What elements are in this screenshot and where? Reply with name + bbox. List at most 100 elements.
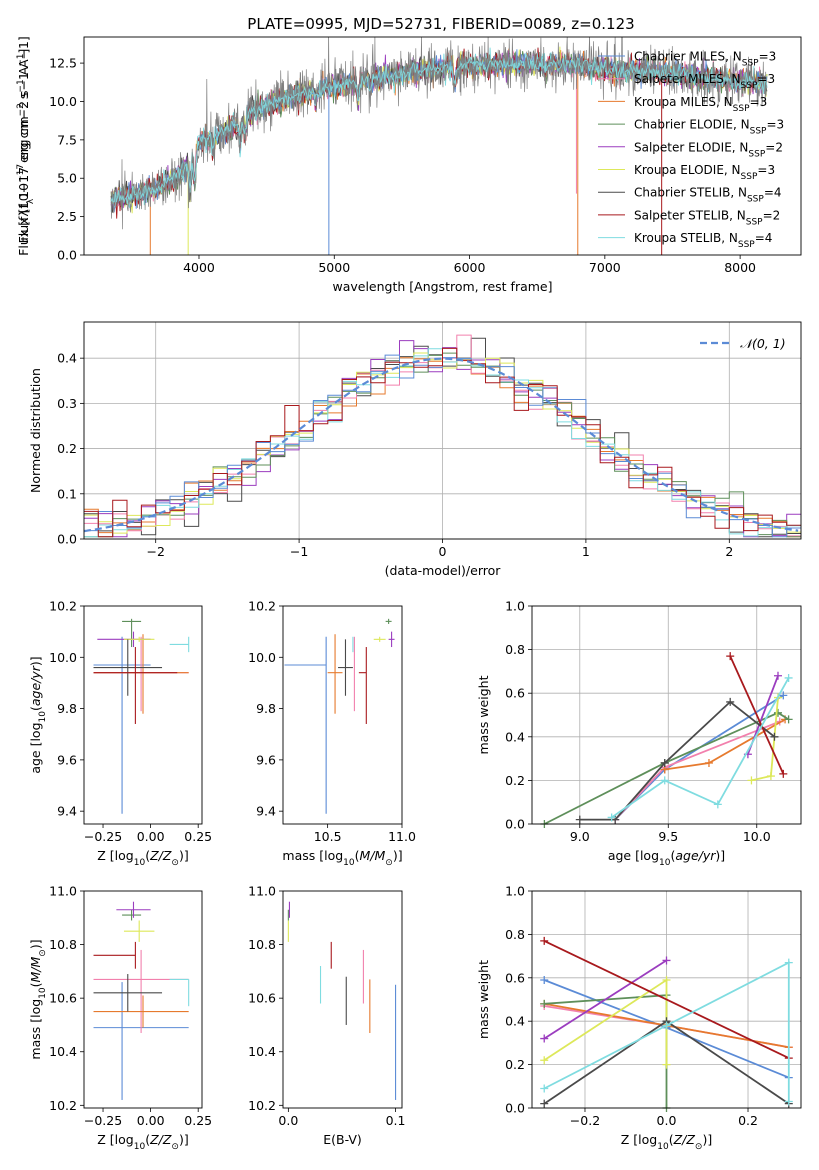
legend-label: Chabrier MILES, NSSP=3 xyxy=(634,50,776,69)
y-tick-label: 0.2 xyxy=(57,441,77,456)
y-tick-label: 0.8 xyxy=(505,927,525,942)
y-tick-label: 0.0 xyxy=(57,532,77,547)
y-axis-label: Normed distribution xyxy=(28,368,43,493)
weight-marker xyxy=(540,936,549,945)
x-tick-label: 9.0 xyxy=(570,829,590,844)
y-axis-label: mass weight xyxy=(476,960,491,1039)
spectrum-legend: Chabrier MILES, NSSP=3 Salpeter MILES, NS… xyxy=(598,50,784,250)
observed-spectrum-line xyxy=(110,37,768,230)
normal-curve xyxy=(83,357,799,533)
y-tick-label: 1.0 xyxy=(505,599,525,614)
y-axis-label: mass [log10(M/M⊙)] xyxy=(28,939,48,1059)
residual-histogram-panel: −2 −1 0 1 2 0.0 0.1 0.2 0.3 0.4 (data-model)/error… xyxy=(28,321,802,578)
y-axis-label: mass weight xyxy=(476,675,491,754)
y-tick-label: 10.2 xyxy=(49,1098,77,1113)
x-tick-label: 0.2 xyxy=(738,1113,758,1128)
y-tick-label: 0.6 xyxy=(505,686,525,701)
weight-marker xyxy=(784,673,793,682)
x-axis-label: mass [log10(M/M⊙)] xyxy=(282,848,402,868)
model-spectrum-line xyxy=(110,52,768,204)
x-tick-label: 8000 xyxy=(724,260,756,275)
weight-marker xyxy=(660,758,669,767)
y-tick-label: 10.2 xyxy=(248,1098,276,1113)
legend-label: Chabrier STELIB, NSSP=4 xyxy=(634,186,782,205)
y-tick-label: 10.6 xyxy=(49,991,77,1006)
y-tick-label: 0.0 xyxy=(57,248,77,263)
weight-line xyxy=(611,677,790,819)
mass-vs-metallicity-panel: −0.25 0.00 0.25 10.2 10.4 10.6 10.8 11.0 Z [log1… xyxy=(28,884,212,1153)
axes-frame xyxy=(83,890,203,1109)
y-tick-label: 12.5 xyxy=(49,56,77,71)
weight-marker xyxy=(726,697,735,706)
x-tick-label: 0.25 xyxy=(184,829,212,844)
y-tick-label: 9.8 xyxy=(256,701,276,716)
y-tick-label: 9.4 xyxy=(256,804,276,819)
x-tick-label: −0.25 xyxy=(84,1113,122,1128)
weight-marker xyxy=(660,776,669,785)
y-tick-label: 0.4 xyxy=(505,729,525,744)
y-tick-label: 0.0 xyxy=(505,817,525,832)
y-tick-label: 7.5 xyxy=(57,132,77,147)
axes-frame xyxy=(83,321,802,540)
legend-label: Kroupa ELODIE, NSSP=3 xyxy=(634,163,775,182)
figure-title: PLATE=0995, MJD=52731, FIBERID=0089, z=0… xyxy=(247,15,634,33)
y-tick-label: 1.0 xyxy=(505,884,525,899)
y-tick-label: 10.6 xyxy=(248,991,276,1006)
y-tick-label: 10.0 xyxy=(49,94,77,109)
x-tick-label: 9.5 xyxy=(658,829,678,844)
y-axis-label: Flux [fλ10−17 erg cm−2 s−1 A−1] xyxy=(16,36,31,256)
weight-line xyxy=(729,655,785,775)
weight-line xyxy=(543,959,667,1040)
weight-line xyxy=(543,711,790,825)
axes-frame xyxy=(282,605,403,825)
y-tick-label: 10.8 xyxy=(49,937,77,952)
y-tick-label: 0.6 xyxy=(505,970,525,985)
weight-marker xyxy=(662,1060,671,1069)
y-tick-label: 0.2 xyxy=(505,773,525,788)
weight-marker xyxy=(540,1099,549,1108)
age-vs-mass-panel: 10.5 11.0 9.4 9.6 9.8 10.0 10.2 mass [log10(M/M… xyxy=(248,599,416,869)
y-tick-label: 0.2 xyxy=(505,1057,525,1072)
weight-marker xyxy=(540,1056,549,1065)
y-tick-label: 9.8 xyxy=(57,701,77,716)
y-tick-label: 11.0 xyxy=(49,884,77,899)
weight-marker xyxy=(773,708,782,717)
x-tick-label: 6000 xyxy=(454,260,486,275)
age-vs-metallicity-panel: −0.25 0.00 0.25 9.4 9.6 9.8 10.0 10.2 Z [log10(Z… xyxy=(28,599,212,869)
weight-marker xyxy=(662,975,671,984)
y-tick-label: 10.0 xyxy=(248,650,276,665)
weight-line xyxy=(543,940,790,1059)
x-axis-label: (data-model)/error xyxy=(385,563,502,578)
weight-marker xyxy=(575,815,584,824)
y-tick-label: 0.3 xyxy=(57,396,77,411)
y-tick-label: 10.4 xyxy=(248,1044,276,1059)
y-tick-label: 0.1 xyxy=(57,486,77,501)
y-tick-label: 10.2 xyxy=(248,599,276,614)
y-tick-label: 5.0 xyxy=(57,171,77,186)
x-axis-label: wavelength [Angstrom, rest frame] xyxy=(332,279,552,294)
x-tick-label: 5000 xyxy=(318,260,350,275)
y-tick-label: 9.4 xyxy=(57,804,77,819)
y-tick-label: 10.4 xyxy=(49,1044,77,1059)
x-tick-label: 2 xyxy=(725,544,733,559)
weight-marker xyxy=(540,1084,549,1093)
y-tick-label: 0.4 xyxy=(505,1014,525,1029)
spectrum-plot-area xyxy=(110,37,768,255)
weight-marker xyxy=(770,732,779,741)
x-axis-label: E(B-V) xyxy=(323,1132,362,1147)
axes-frame xyxy=(531,605,802,825)
y-tick-label: 0.4 xyxy=(57,351,77,366)
x-tick-label: 4000 xyxy=(183,260,215,275)
weight-marker xyxy=(726,652,735,661)
x-tick-label: 0 xyxy=(439,544,447,559)
spectrum-panel: 4000 5000 6000 7000 8000 0.0 2.5 5.0 7.5 10.0 12.5… xyxy=(16,36,802,294)
weight-line xyxy=(543,961,790,1102)
x-tick-label: 0.25 xyxy=(184,1113,212,1128)
x-tick-label: −0.2 xyxy=(570,1113,600,1128)
histogram-step xyxy=(84,347,801,538)
mass-vs-ebv-panel: 0.0 0.1 10.2 10.4 10.6 10.8 11.0 E(B-V) xyxy=(248,884,405,1148)
legend-label: 𝒩(0, 1) xyxy=(740,336,786,351)
histogram-step xyxy=(84,354,801,538)
x-tick-label: 0.00 xyxy=(137,829,165,844)
